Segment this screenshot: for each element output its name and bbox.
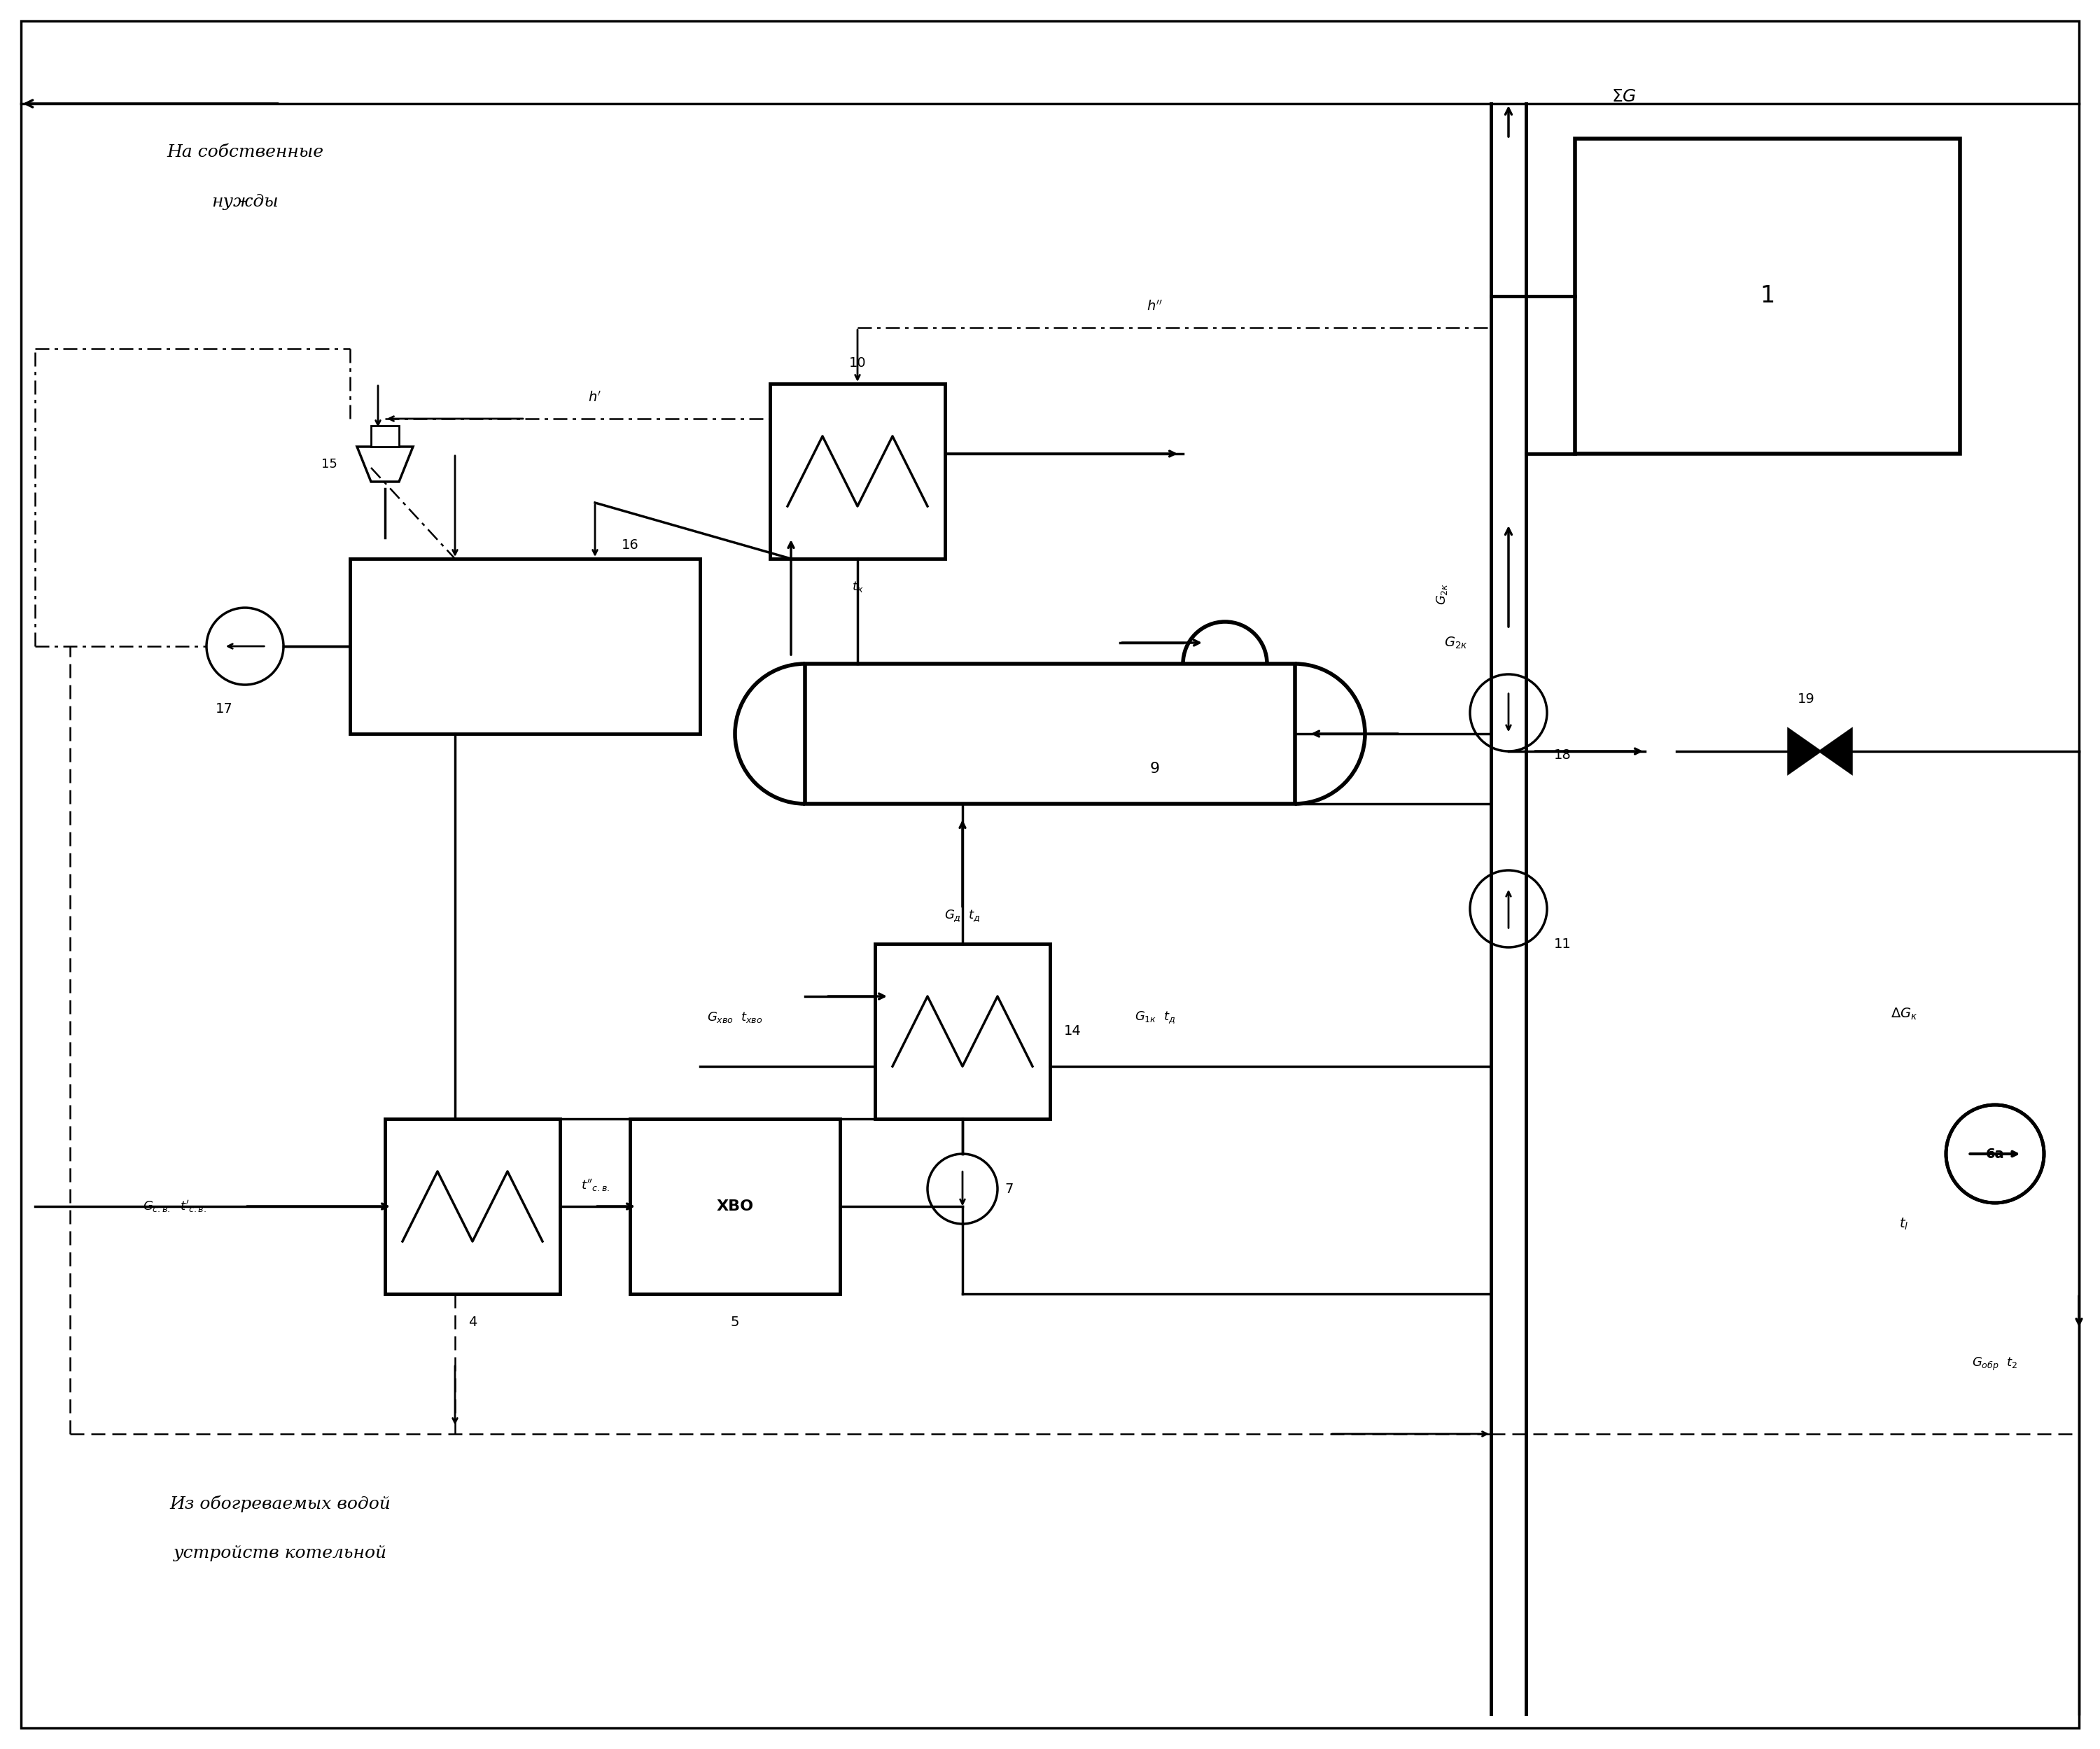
Text: 7: 7 [1004, 1182, 1012, 1196]
Text: нужды: нужды [212, 194, 279, 210]
Bar [351, 558, 699, 735]
Polygon shape [1789, 729, 1821, 773]
Text: 18: 18 [1554, 749, 1571, 761]
Text: $h''$: $h''$ [1147, 299, 1163, 313]
Text: 4: 4 [468, 1315, 477, 1329]
Text: На собственные: На собственные [166, 145, 323, 161]
Text: 9: 9 [1151, 763, 1159, 777]
Text: $G_{хво}$  $t_{хво}$: $G_{хво}$ $t_{хво}$ [708, 1011, 762, 1025]
Text: $G_{2к}$: $G_{2к}$ [1434, 582, 1449, 605]
Text: $G_д$  $t_д$: $G_д$ $t_д$ [945, 908, 981, 923]
Bar [876, 944, 1050, 1119]
Text: $G_{с.в.}$  $t'_{с.в.}$: $G_{с.в.}$ $t'_{с.в.}$ [143, 1198, 208, 1214]
Text: 11: 11 [1554, 937, 1571, 950]
Text: $G_{2к}$: $G_{2к}$ [1445, 635, 1468, 651]
Bar [1575, 138, 1959, 453]
Text: 10: 10 [848, 357, 865, 369]
Text: $G_{1к}$  $t_д$: $G_{1к}$ $t_д$ [1134, 1009, 1176, 1025]
Text: $\Delta G_\kappa$: $\Delta G_\kappa$ [1890, 1006, 1917, 1021]
Text: Из обогреваемых водой: Из обогреваемых водой [170, 1495, 391, 1513]
Text: $h'$: $h'$ [588, 390, 603, 404]
Bar [771, 383, 945, 558]
Bar [372, 425, 399, 446]
Text: ХВО: ХВО [716, 1200, 754, 1214]
Text: 16: 16 [622, 539, 638, 551]
Text: $t_l$: $t_l$ [1898, 1216, 1909, 1231]
Text: 6а: 6а [1987, 1147, 2003, 1160]
Text: $t''_{с.в.}$: $t''_{с.в.}$ [582, 1177, 609, 1193]
Text: 6а: 6а [1987, 1147, 2003, 1161]
Text: 17: 17 [216, 703, 233, 715]
Text: 19: 19 [1798, 693, 1814, 705]
Polygon shape [1821, 729, 1852, 773]
Text: 14: 14 [1065, 1025, 1082, 1037]
Text: $t_к$: $t_к$ [853, 579, 863, 593]
Text: 1: 1 [1760, 285, 1774, 308]
Bar [630, 1119, 840, 1294]
Bar [804, 665, 1296, 805]
Text: $\Sigma G$: $\Sigma G$ [1611, 87, 1636, 105]
Text: устройств котельной: устройств котельной [172, 1544, 386, 1562]
Bar [384, 1119, 561, 1294]
Text: $G_{обр}$  $t_2$: $G_{обр}$ $t_2$ [1972, 1355, 2018, 1371]
Text: 5: 5 [731, 1315, 739, 1329]
Text: 15: 15 [321, 458, 336, 470]
